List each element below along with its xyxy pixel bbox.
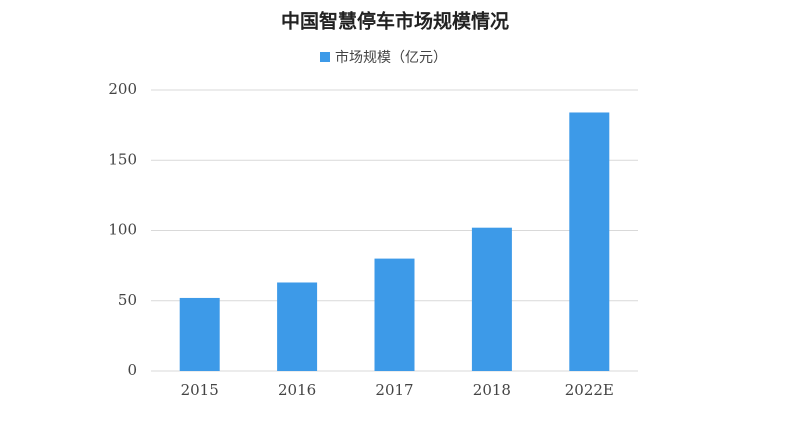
y-tick-label: 0 — [127, 361, 137, 379]
x-tick-label: 2015 — [181, 381, 219, 399]
x-tick-label: 2017 — [375, 381, 413, 399]
bar — [374, 258, 415, 371]
bar — [569, 112, 610, 371]
y-tick-label: 150 — [108, 150, 137, 168]
bar — [471, 227, 512, 371]
chart-title: 中国智慧停车市场规模情况 — [281, 10, 509, 33]
y-tick-label: 200 — [108, 80, 137, 98]
x-tick-label: 2018 — [473, 381, 511, 399]
bar — [277, 282, 318, 371]
x-tick-label: 2022E — [565, 381, 614, 399]
legend-swatch — [320, 52, 330, 62]
y-tick-label: 100 — [108, 221, 137, 239]
bar — [179, 297, 220, 371]
y-tick-label: 50 — [118, 291, 137, 309]
legend-label: 市场规模（亿元） — [335, 49, 447, 66]
x-tick-label: 2016 — [278, 381, 316, 399]
